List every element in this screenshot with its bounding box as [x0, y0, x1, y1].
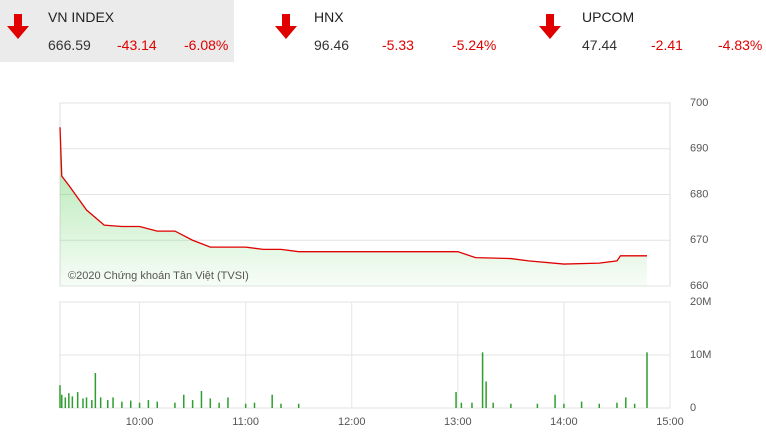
index-pct: -4.83%	[718, 37, 763, 53]
volume-bar	[471, 402, 473, 408]
volume-bar	[112, 397, 114, 408]
index-change: -2.41	[651, 37, 683, 53]
y-tick-label: 20M	[690, 296, 711, 308]
volume-bar	[61, 394, 63, 408]
copyright: ©2020 Chứng khoán Tân Việt (TVSI)	[68, 270, 249, 282]
volume-bar	[280, 403, 282, 408]
price-line	[59, 127, 648, 265]
volume-bar	[76, 392, 79, 408]
volume-bar	[183, 394, 185, 408]
volume-bar	[191, 400, 194, 408]
volume-bar	[174, 402, 176, 408]
volume-bar	[129, 400, 132, 408]
y-tick-label: 10M	[690, 349, 711, 361]
volume-bar	[106, 400, 109, 408]
volume-bar	[554, 394, 556, 408]
volume-bar	[82, 398, 84, 408]
y-tick-label: 670	[690, 234, 708, 246]
index-name: HNX	[314, 9, 344, 25]
volume-bar	[200, 391, 203, 408]
volume-bar	[580, 401, 583, 408]
index-change: -43.14	[117, 37, 157, 53]
x-tick-label: 15:00	[656, 416, 684, 428]
volume-bar	[218, 402, 220, 408]
x-tick-label: 11:00	[232, 416, 259, 428]
volume-bar	[244, 403, 247, 408]
volume-bar	[85, 397, 88, 408]
volume-bar	[481, 352, 484, 408]
volume-bar	[510, 403, 512, 408]
x-tick-label: 12:00	[338, 416, 366, 428]
down-arrow	[7, 14, 29, 39]
volume-bar	[99, 397, 102, 408]
down-arrow	[539, 14, 561, 39]
index-change: -5.33	[382, 37, 414, 53]
volume-bar	[209, 398, 212, 408]
index-name: UPCOM	[582, 9, 635, 25]
y-tick-label: 680	[690, 188, 708, 200]
volume-bar	[492, 402, 494, 408]
index-value: 96.46	[314, 37, 350, 53]
volume-bar	[64, 397, 67, 408]
x-tick-label: 13:00	[444, 416, 472, 428]
volume-bar	[156, 401, 158, 408]
volume-bar	[227, 397, 229, 408]
index-pct: -6.08%	[184, 37, 229, 53]
index-pct: -5.24%	[452, 37, 497, 53]
volume-bar	[297, 403, 300, 408]
volume-bar	[598, 403, 601, 408]
area	[60, 127, 648, 286]
y-tick-label: 0	[690, 402, 696, 414]
volume-bar	[460, 402, 463, 408]
volume-bar	[138, 402, 141, 408]
volume-bar	[71, 396, 74, 408]
volume-bar	[271, 394, 273, 408]
volume-bar	[625, 397, 627, 408]
x-tick-label: 10:00	[126, 416, 154, 428]
volume-bar	[147, 400, 150, 408]
index-card: VN INDEX 666.59 -43.14 -6.08%	[0, 0, 234, 62]
volume-bar	[59, 385, 61, 408]
volume-bar	[646, 352, 648, 408]
index-value: 666.59	[48, 37, 91, 53]
x-tick-label: 14:00	[550, 416, 578, 428]
volume-bar	[68, 393, 70, 408]
volume-bar	[563, 403, 565, 408]
down-arrow	[275, 14, 297, 39]
volume-bar	[633, 403, 636, 408]
y-tick-label: 690	[690, 143, 708, 155]
index-value: 47.44	[582, 37, 618, 53]
volume-bar	[485, 381, 487, 408]
y-tick-label: 660	[690, 280, 708, 292]
volume-bar	[91, 400, 93, 408]
index-card: UPCOM 47.44 -2.41 -4.83%	[534, 0, 766, 62]
volume-bar	[121, 401, 123, 408]
volume-bar	[253, 402, 256, 408]
volume-bar	[94, 373, 97, 408]
volume-bar	[536, 403, 539, 408]
index-name: VN INDEX	[48, 9, 115, 25]
volume-bar	[455, 392, 457, 408]
volume-bar	[616, 402, 618, 408]
y-tick-label: 700	[690, 97, 708, 109]
index-card: HNX 96.46 -5.33 -5.24%	[268, 0, 502, 62]
